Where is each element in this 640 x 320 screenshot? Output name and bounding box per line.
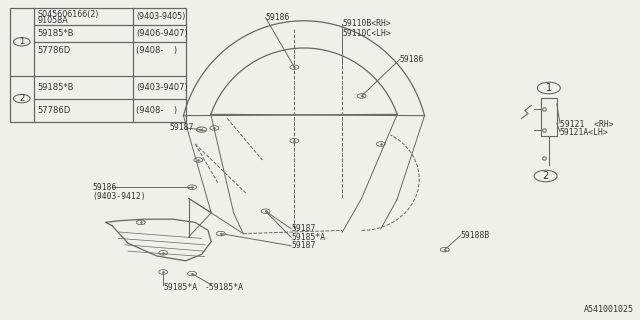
Text: 2: 2 bbox=[19, 94, 24, 103]
Text: 59110B<RH>: 59110B<RH> bbox=[342, 20, 391, 28]
Text: S045606166(2): S045606166(2) bbox=[37, 10, 99, 19]
Text: 59121  <RH>: 59121 <RH> bbox=[560, 120, 614, 129]
Bar bbox=[541, 98, 557, 136]
Text: 59121A<LH>: 59121A<LH> bbox=[560, 128, 609, 137]
Text: 59185*B: 59185*B bbox=[37, 29, 74, 38]
Text: 59186: 59186 bbox=[93, 183, 117, 192]
Bar bbox=[10, 8, 186, 122]
Text: (9408-    ): (9408- ) bbox=[136, 106, 177, 115]
Text: 59187: 59187 bbox=[291, 241, 316, 250]
Text: (9403-9407): (9403-9407) bbox=[136, 83, 188, 92]
Text: 59110C<LH>: 59110C<LH> bbox=[342, 29, 391, 38]
Text: (9403-9412): (9403-9412) bbox=[93, 192, 147, 201]
Text: 1: 1 bbox=[19, 37, 24, 46]
Text: A541001025: A541001025 bbox=[584, 305, 634, 314]
Text: (9406-9407): (9406-9407) bbox=[136, 29, 188, 38]
Text: 57786D: 57786D bbox=[37, 106, 70, 115]
Text: 59185*A: 59185*A bbox=[163, 284, 197, 292]
Text: (9403-9405): (9403-9405) bbox=[136, 12, 186, 21]
Text: 59187: 59187 bbox=[291, 224, 316, 233]
Text: 59185*A: 59185*A bbox=[291, 233, 325, 242]
Text: 59187: 59187 bbox=[170, 124, 194, 132]
Text: (9408-    ): (9408- ) bbox=[136, 46, 177, 55]
Text: -59185*A: -59185*A bbox=[205, 284, 244, 292]
Text: 1: 1 bbox=[546, 83, 552, 93]
Text: 59186: 59186 bbox=[400, 55, 424, 64]
Text: 59185*B: 59185*B bbox=[37, 83, 74, 92]
Text: 59188B: 59188B bbox=[461, 231, 490, 240]
Text: 91058A: 91058A bbox=[37, 16, 68, 25]
Text: 2: 2 bbox=[543, 171, 548, 181]
Text: 57786D: 57786D bbox=[37, 46, 70, 55]
Text: 59186: 59186 bbox=[266, 13, 290, 22]
